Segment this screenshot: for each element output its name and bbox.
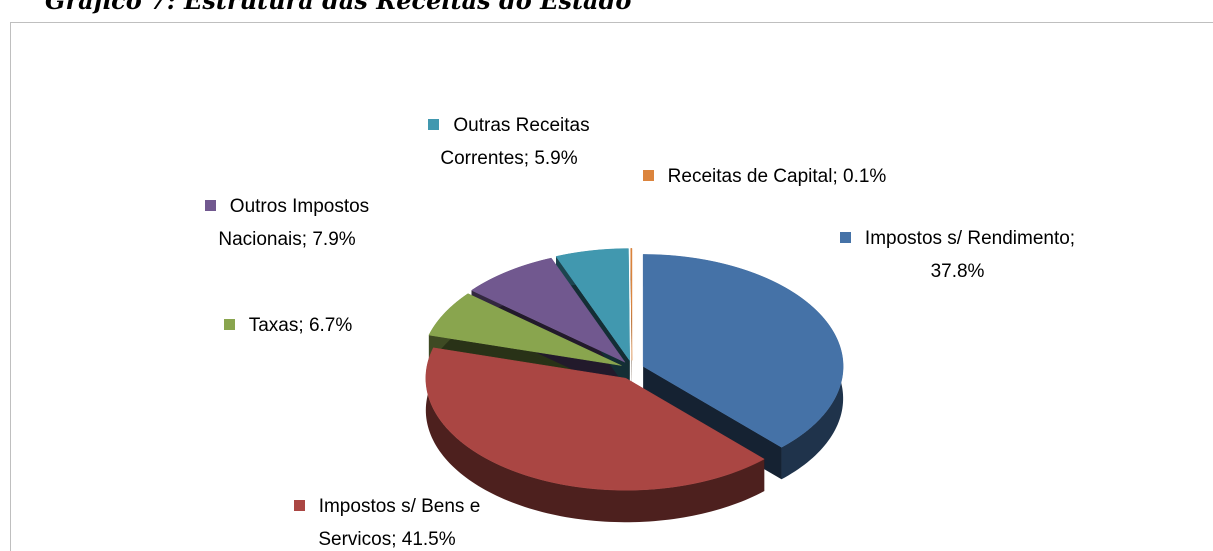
- data-label: Impostos s/ Rendimento37.8%: [815, 222, 1100, 288]
- slice: [425, 347, 765, 491]
- label-value: 6.7%: [298, 315, 352, 336]
- data-label: Outros Impostos Nacionais7.9%: [172, 190, 402, 256]
- chart-frame: [10, 22, 1213, 551]
- slice: [428, 293, 622, 366]
- label-category: Outras Receitas Correntes: [440, 115, 590, 169]
- data-label: Taxas6.7%: [198, 309, 378, 342]
- label-value: 0.1%: [832, 166, 886, 187]
- label-category: Impostos s/ Rendimento: [864, 228, 1070, 249]
- data-label: Receitas de Capital0.1%: [622, 160, 907, 193]
- label-category: Impostos s/ Bens e Servicos: [318, 496, 481, 550]
- label-category: Receitas de Capital: [667, 166, 833, 187]
- label-value: 5.9%: [524, 148, 578, 169]
- legend-swatch: [223, 319, 235, 330]
- slice-side: [425, 347, 765, 523]
- legend-swatch: [839, 232, 851, 243]
- slice: [555, 248, 630, 362]
- legend-swatch: [293, 500, 305, 511]
- data-label: Impostos s/ Bens e Servicos41.5%: [262, 490, 512, 551]
- label-value: 7.9%: [302, 229, 356, 250]
- label-category: Outros Impostos Nacionais: [218, 196, 370, 250]
- chart-title: Gráfico 7: Estrutura das Receitas do Est…: [45, 0, 638, 15]
- slice: [630, 248, 633, 361]
- label-value: 41.5%: [391, 529, 455, 550]
- legend-swatch: [642, 170, 654, 181]
- slice: [642, 254, 844, 448]
- data-label: Outras Receitas Correntes5.9%: [400, 109, 618, 175]
- legend-swatch: [428, 119, 440, 130]
- label-category: Taxas: [248, 315, 299, 336]
- slice: [471, 257, 626, 363]
- legend-swatch: [204, 200, 216, 211]
